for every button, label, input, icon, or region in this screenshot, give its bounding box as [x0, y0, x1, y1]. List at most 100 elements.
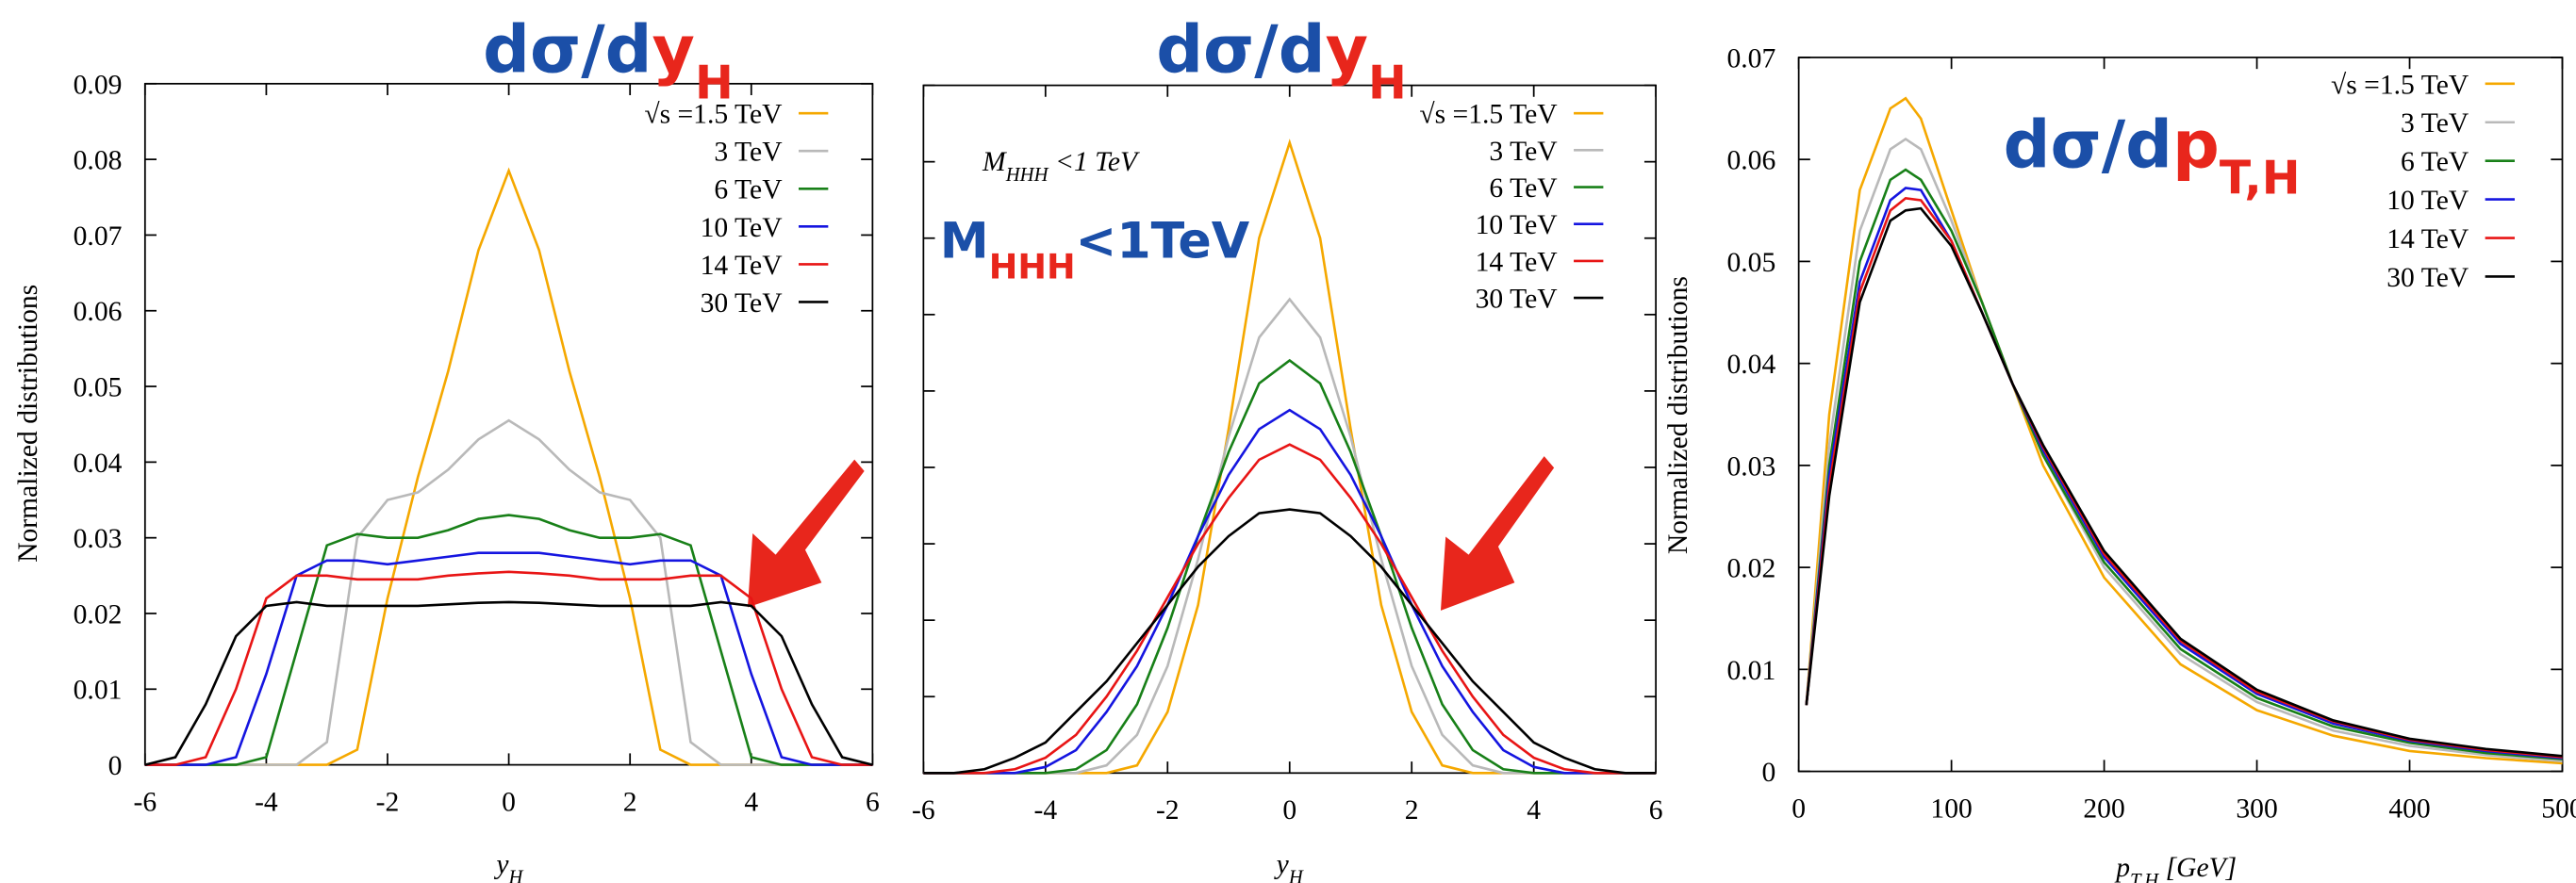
text-part: y	[493, 850, 509, 880]
text-part: dσ/d	[483, 12, 652, 89]
legend-label: √s =1.5 TeV	[2331, 70, 2469, 100]
text-part: H	[1368, 57, 1407, 110]
y-tick-label: 0.01	[1726, 656, 1775, 686]
legend-label: √s =1.5 TeV	[1419, 100, 1558, 130]
x-tick-label: 400	[2388, 793, 2430, 824]
y-tick-label: 0.05	[1726, 248, 1775, 278]
text-part: <1TeV	[1076, 213, 1250, 270]
chart-title: dσ/dpT,H	[2004, 107, 2301, 205]
text-part: y	[1326, 12, 1368, 89]
legend-label: 14 TeV	[1476, 247, 1559, 277]
x-tick-label: 0	[1282, 795, 1296, 826]
plot-frame	[1797, 57, 2564, 773]
y-tick-label: 0.07	[74, 221, 123, 252]
data-line	[923, 508, 1657, 775]
legend-label: 10 TeV	[2386, 186, 2469, 216]
y-tick-label: 0.01	[74, 676, 123, 706]
y-tick-label: 0.03	[1726, 451, 1775, 482]
x-tick-label: -2	[1156, 795, 1180, 826]
x-tick-label: 6	[1649, 795, 1663, 826]
legend-label: 10 TeV	[1476, 210, 1559, 240]
y-tick-label: 0.02	[74, 599, 123, 630]
legend-label: 30 TeV	[701, 288, 784, 319]
data-line	[144, 600, 873, 766]
y-tick-label: 0.09	[74, 70, 123, 100]
text-part: y	[1274, 850, 1290, 880]
x-tick-label: 100	[1930, 793, 1972, 824]
text-part: T,H	[2130, 871, 2159, 883]
text-part: [GeV]	[2158, 853, 2237, 883]
x-tick-label: 300	[2236, 793, 2277, 824]
legend-label: 14 TeV	[2386, 224, 2469, 254]
data-line	[144, 418, 873, 766]
x-tick-label: 4	[1527, 795, 1541, 826]
data-line	[144, 551, 873, 766]
x-tick-label: 200	[2083, 793, 2124, 824]
text-part: p	[2172, 107, 2220, 184]
data-line	[144, 514, 873, 766]
x-tick-label: -4	[1033, 795, 1057, 826]
data-line	[923, 408, 1657, 775]
annotation: MHHH<1TeV	[940, 213, 1250, 286]
y-tick-label: 0.02	[1726, 554, 1775, 584]
legend-label: 6 TeV	[2401, 147, 2469, 177]
text-part: H	[508, 868, 524, 883]
y-tick-label: 0.06	[1726, 146, 1775, 176]
text-part: H	[695, 57, 734, 110]
x-axis-label: pT,H [GeV]	[2114, 853, 2237, 883]
y-tick-label: 0	[1761, 758, 1775, 788]
legend-label: √s =1.5 TeV	[644, 100, 783, 130]
y-tick-label: 0.06	[74, 297, 123, 327]
y-axis-label: Normalized distributions	[1663, 276, 1693, 554]
y-tick-label: 0.05	[74, 373, 123, 403]
text-part: dσ/d	[1156, 12, 1325, 89]
x-tick-label: 4	[744, 787, 758, 817]
text-part: <1 TeV	[1049, 147, 1140, 177]
text-part: M	[940, 213, 989, 270]
x-tick-label: -6	[133, 787, 157, 817]
text-part: y	[652, 12, 695, 89]
legend-label: 3 TeV	[2401, 108, 2469, 139]
annotation: MHHH <1 TeV	[982, 147, 1140, 186]
data-line	[923, 443, 1657, 775]
chart-title: dσ/dyH	[483, 12, 734, 110]
data-line	[923, 297, 1657, 775]
x-tick-label: 2	[623, 787, 637, 817]
legend-label: 6 TeV	[1489, 173, 1558, 204]
legend-label: 30 TeV	[2386, 263, 2469, 293]
y-tick-label: 0.03	[74, 524, 123, 554]
text-part: HHH	[989, 246, 1076, 286]
legend-label: 30 TeV	[1476, 285, 1559, 315]
y-tick-label: 0.04	[74, 449, 123, 479]
data-line	[144, 570, 873, 766]
data-line	[923, 358, 1657, 775]
x-axis-label: yH	[493, 850, 523, 883]
data-line	[1805, 206, 2563, 758]
text-part: T,H	[2220, 153, 2301, 205]
x-tick-label: 0	[1792, 793, 1806, 824]
y-tick-label: 0.04	[1726, 350, 1775, 380]
text-part: p	[2114, 853, 2130, 883]
legend-label: 3 TeV	[1489, 137, 1558, 167]
x-tick-label: -6	[912, 795, 935, 826]
x-tick-label: 500	[2541, 793, 2576, 824]
legend-label: 14 TeV	[701, 251, 784, 281]
x-tick-label: 2	[1405, 795, 1419, 826]
legend-label: 10 TeV	[701, 213, 784, 243]
text-part: HHH	[1005, 165, 1049, 186]
y-tick-label: 0.08	[74, 146, 123, 176]
text-part: dσ/d	[2004, 107, 2172, 184]
chart-title: dσ/dyH	[1156, 12, 1407, 110]
x-tick-label: 0	[502, 787, 516, 817]
text-part: H	[1288, 868, 1304, 883]
x-axis-label: yH	[1274, 850, 1304, 883]
legend-label: 3 TeV	[714, 138, 783, 168]
y-tick-label: 0	[108, 751, 123, 781]
legend-label: 6 TeV	[714, 175, 783, 205]
text-part: M	[982, 147, 1008, 177]
x-tick-label: -2	[376, 787, 400, 817]
y-axis-label: Normalized distributions	[13, 285, 43, 563]
y-tick-label: 0.07	[1726, 43, 1775, 74]
